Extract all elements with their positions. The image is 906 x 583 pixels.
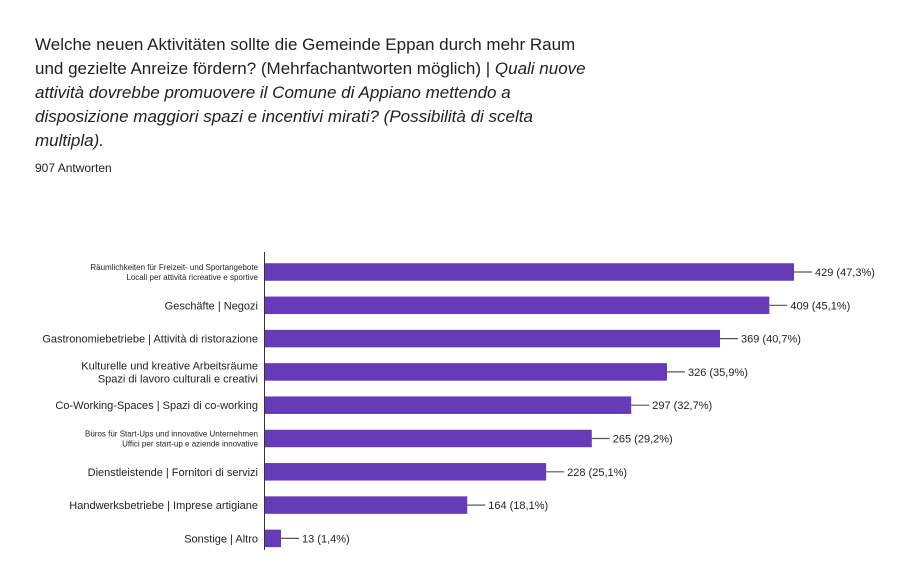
bar [265,396,632,414]
question-italian: Quali nuove attività dovrebbe promuovere… [35,59,586,150]
data-label: 297 (32,7%) [652,400,712,412]
data-label: 164 (18,1%) [488,500,548,512]
category-tick-label: Handwerksbetriebe | Imprese artigiane [69,500,258,512]
bar [265,429,592,448]
data-label: 326 (35,9%) [688,367,748,379]
response-count: 907 Antworten [35,161,112,175]
data-label: 429 (47,3%) [815,267,875,279]
category-tick-label: Sonstige | Altro [184,533,258,545]
data-label: 409 (45,1%) [790,300,850,312]
data-label: 228 (25,1%) [567,467,627,479]
bar [265,496,468,514]
category-tick-label: Gastronomiebetriebe | Attività di ristor… [42,334,258,346]
bar [265,529,282,548]
data-label: 369 (40,7%) [741,334,801,346]
category-tick-label: Dienstleistende | Fornitori di servizi [88,467,258,479]
question-german: Welche neuen Aktivitäten sollte die Geme… [35,35,576,78]
question-title: Welche neuen Aktivitäten sollte die Geme… [35,33,595,153]
bar-chart: 429 (47,3%) Räumlichkeiten für Freizeit- … [42,252,875,550]
category-tick-label: Geschäfte | Negozi [165,300,258,312]
data-label: 13 (1,4%) [302,533,350,545]
bar [265,329,721,348]
category-tick-label: Büros für Start-Ups und innovative Unter… [85,429,259,448]
bars-group: 429 (47,3%) Räumlichkeiten für Freizeit- … [42,263,875,548]
data-label: 265 (29,2%) [613,434,673,446]
category-tick-label: Räumlichkeiten für Freizeit- und Sportan… [90,263,258,282]
bar [265,296,770,315]
bar [265,263,794,281]
bar [265,363,667,381]
category-tick-label: Kulturelle und kreative Arbeitsräume Spaz… [81,360,258,385]
category-tick-label: Co-Working-Spaces | Spazi di co-working [55,400,258,412]
bar [265,463,547,481]
